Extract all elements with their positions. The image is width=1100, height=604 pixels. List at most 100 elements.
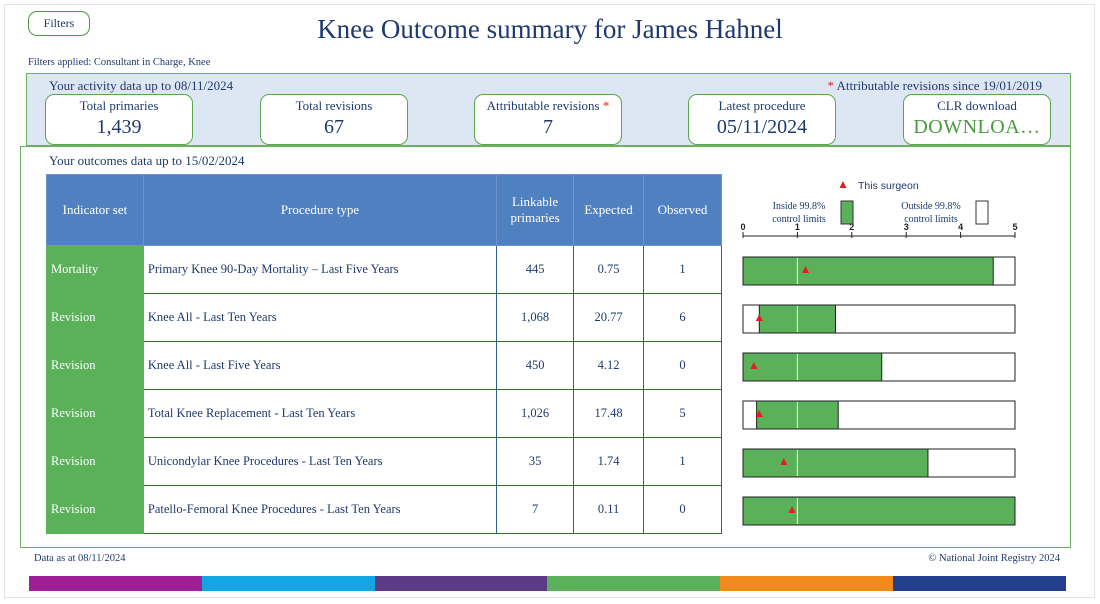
control-limit-bar xyxy=(742,496,1016,526)
surgeon-marker xyxy=(755,314,763,321)
indicator-cell: Revision xyxy=(46,437,144,486)
control-limit-bar xyxy=(756,400,839,430)
procedure-cell: Patello-Femoral Knee Procedures - Last T… xyxy=(142,485,498,534)
x-tick-label: 2 xyxy=(849,222,854,232)
table-row: Mortality Primary Knee 90-Day Mortality … xyxy=(46,245,722,294)
total-revisions-card: Total revisions 67 xyxy=(260,94,408,145)
table-row: Revision Knee All - Last Five Years 450 … xyxy=(46,341,722,390)
observed-cell: 0 xyxy=(643,341,722,390)
x-tick-label: 3 xyxy=(904,222,909,232)
header-linkable-primaries: Linkable primaries xyxy=(496,174,575,246)
total-primaries-label: Total primaries xyxy=(79,98,159,113)
indicator-cell: Mortality xyxy=(46,245,144,294)
latest-procedure-label: Latest procedure xyxy=(718,98,806,113)
linkable-cell: 35 xyxy=(496,437,575,486)
asterisk-icon: * xyxy=(602,98,610,113)
chart-axis: 0 1 2 3 4 5 xyxy=(740,222,1018,238)
surgeon-marker xyxy=(755,410,763,417)
color-strip-segment xyxy=(201,576,375,591)
activity-label: Your activity data up to 08/11/2024 xyxy=(49,78,234,93)
total-revisions-label: Total revisions xyxy=(295,98,373,113)
outside-range-bar xyxy=(742,448,1016,478)
page-frame xyxy=(4,4,1095,598)
procedure-cell: Unicondylar Knee Procedures - Last Ten Y… xyxy=(142,437,498,486)
expected-cell: 20.77 xyxy=(573,293,644,342)
control-limit-bar xyxy=(758,304,836,334)
data-as-at-text: Data as at 08/11/2024 xyxy=(34,553,126,564)
surgeon-marker xyxy=(802,266,810,273)
indicator-cell: Revision xyxy=(46,341,144,390)
chart-legend: This surgeon Inside 99.8% control limits … xyxy=(772,180,989,225)
x-tick-label: 0 xyxy=(740,222,745,232)
control-limit-bar xyxy=(742,448,929,478)
x-tick-label: 4 xyxy=(958,222,963,232)
legend-inside-label: Inside 99.8% control limits xyxy=(772,201,826,225)
surgeon-marker xyxy=(780,458,788,465)
total-revisions-value: 67 xyxy=(324,116,344,138)
attributable-note: * Attributable revisions since 19/01/201… xyxy=(828,78,1043,94)
linkable-cell: 445 xyxy=(496,245,575,294)
observed-cell: 0 xyxy=(643,485,722,534)
legend-surgeon-label: This surgeon xyxy=(858,180,919,192)
header-observed: Observed xyxy=(643,174,722,246)
table-row: Revision Patello-Femoral Knee Procedures… xyxy=(46,485,722,534)
total-primaries-card: Total primaries 1,439 xyxy=(45,94,193,145)
clr-download-card[interactable]: CLR download DOWNLOA… xyxy=(903,94,1051,145)
table-header-row: Indicator set Procedure type Linkable pr… xyxy=(46,174,722,246)
expected-cell: 17.48 xyxy=(573,389,644,438)
expected-cell: 1.74 xyxy=(573,437,644,486)
legend-inside-swatch xyxy=(840,200,854,225)
observed-cell: 1 xyxy=(643,437,722,486)
filters-button[interactable]: Filters xyxy=(28,11,90,36)
color-strip-segment xyxy=(893,576,1066,591)
table-row: Revision Total Knee Replacement - Last T… xyxy=(46,389,722,438)
legend-inside-line: Inside 99.8% xyxy=(773,201,826,212)
observed-cell: 1 xyxy=(643,245,722,294)
indicator-cell: Revision xyxy=(46,485,144,534)
page-title: Knee Outcome summary for James Hahnel xyxy=(317,14,783,44)
copyright-text: © National Joint Registry 2024 xyxy=(928,553,1060,564)
outside-range-bar xyxy=(742,496,1016,526)
procedure-cell: Primary Knee 90-Day Mortality – Last Fiv… xyxy=(142,245,498,294)
outside-range-bar xyxy=(742,256,1016,286)
linkable-cell: 1,026 xyxy=(496,389,575,438)
legend-outside-line: control limits xyxy=(904,214,958,225)
color-strip-segment xyxy=(720,576,894,591)
x-tick-label: 1 xyxy=(795,222,800,232)
surgeon-marker xyxy=(788,506,796,513)
outcomes-label: Your outcomes data up to 15/02/2024 xyxy=(49,153,245,168)
table-row: Revision Knee All - Last Ten Years 1,068… xyxy=(46,293,722,342)
color-strip-segment xyxy=(29,576,202,591)
observed-cell: 5 xyxy=(643,389,722,438)
header-indicator-set: Indicator set xyxy=(46,174,144,246)
brand-color-strip xyxy=(29,576,1066,591)
attributable-revisions-card: Attributable revisions * 7 xyxy=(474,94,622,145)
outcomes-table: Indicator set Procedure type Linkable pr… xyxy=(46,174,722,534)
x-tick-label: 5 xyxy=(1012,222,1017,232)
latest-procedure-value: 05/11/2024 xyxy=(716,116,808,138)
color-strip-segment xyxy=(374,576,548,591)
observed-cell: 6 xyxy=(643,293,722,342)
legend-outside-label: Outside 99.8% control limits xyxy=(901,201,960,225)
header-expected: Expected xyxy=(573,174,644,246)
procedure-cell: Total Knee Replacement - Last Ten Years xyxy=(142,389,498,438)
procedure-cell: Knee All - Last Ten Years xyxy=(142,293,498,342)
table-row: Revision Unicondylar Knee Procedures - L… xyxy=(46,437,722,486)
color-strip-segment xyxy=(547,576,721,591)
linkable-cell: 1,068 xyxy=(496,293,575,342)
attributable-revisions-label: Attributable revisions xyxy=(486,98,600,113)
linkable-cell: 450 xyxy=(496,341,575,390)
clr-download-link[interactable]: DOWNLOA… xyxy=(913,116,1041,138)
linkable-cell: 7 xyxy=(496,485,575,534)
attributable-revisions-label-wrap: Attributable revisions * xyxy=(475,98,621,114)
outside-range-bar xyxy=(742,304,1016,334)
expected-cell: 0.75 xyxy=(573,245,644,294)
chart-bars xyxy=(742,256,1016,526)
latest-procedure-card: Latest procedure 05/11/2024 xyxy=(688,94,836,145)
expected-cell: 0.11 xyxy=(573,485,644,534)
legend-inside-line: control limits xyxy=(772,214,826,225)
legend-outside-line: Outside 99.8% xyxy=(901,201,960,212)
activity-panel: Your activity data up to 08/11/2024 * At… xyxy=(26,73,1071,146)
legend-outside-swatch xyxy=(975,200,989,225)
clr-download-label: CLR download xyxy=(937,98,1017,113)
